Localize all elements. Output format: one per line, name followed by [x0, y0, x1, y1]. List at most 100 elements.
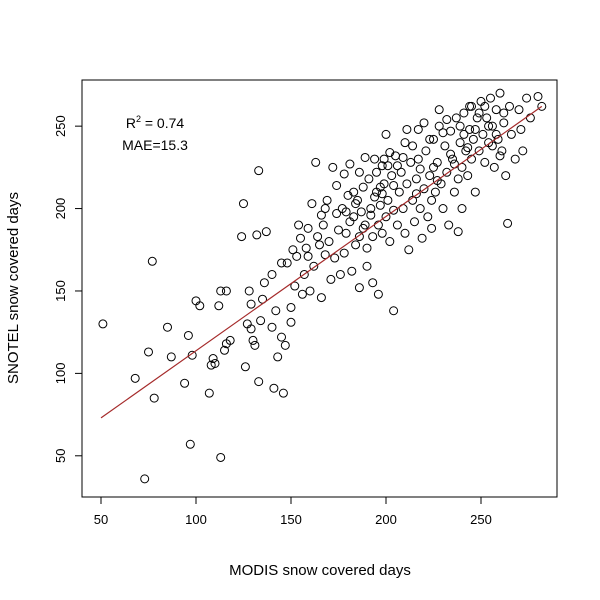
data-point — [252, 230, 262, 240]
data-point — [423, 212, 433, 222]
data-point — [277, 258, 286, 268]
plot-frame — [81, 79, 558, 498]
regression-line — [100, 105, 543, 419]
data-point — [499, 118, 509, 128]
data-point — [370, 192, 380, 202]
data-point — [377, 189, 387, 199]
data-point — [442, 167, 452, 177]
data-point — [478, 129, 488, 139]
data-point — [394, 187, 404, 197]
data-point — [484, 121, 494, 131]
data-point — [459, 108, 469, 118]
data-point — [442, 115, 452, 125]
data-point — [320, 204, 330, 214]
data-point — [400, 228, 410, 238]
data-point — [503, 218, 513, 228]
data-point — [332, 209, 342, 219]
data-point — [144, 347, 153, 357]
data-point — [267, 269, 277, 279]
data-point — [404, 245, 414, 255]
data-points — [98, 88, 547, 484]
data-point — [451, 113, 461, 123]
data-point — [489, 162, 499, 172]
data-point — [166, 352, 176, 362]
data-point — [457, 204, 467, 214]
data-point — [332, 180, 342, 190]
data-point — [366, 204, 376, 214]
data-point — [318, 220, 328, 230]
axes-ticks: 50 100 150 200 250 50 100 150 200 250 — [53, 115, 492, 527]
data-point — [130, 373, 140, 383]
data-point — [334, 225, 343, 235]
y-tick-label: 100 — [53, 363, 68, 385]
data-point — [309, 261, 319, 271]
data-point — [351, 199, 361, 209]
data-point — [470, 187, 480, 197]
data-point — [341, 228, 351, 238]
data-point — [430, 187, 440, 197]
data-point — [465, 124, 475, 134]
data-point — [406, 157, 416, 167]
data-point — [311, 157, 321, 167]
data-point — [301, 243, 311, 253]
data-point — [214, 301, 224, 311]
data-point — [495, 88, 505, 98]
data-point — [417, 233, 427, 243]
data-point — [510, 154, 520, 164]
y-axis-label: SNOTEL snow covered days — [5, 192, 22, 384]
data-point — [518, 146, 528, 156]
data-point — [392, 220, 402, 230]
y-tick-label: 150 — [53, 280, 68, 302]
data-point — [240, 362, 250, 372]
data-point — [427, 195, 437, 205]
data-point — [389, 205, 399, 215]
data-point — [239, 199, 248, 209]
data-point — [373, 289, 383, 299]
data-point — [347, 266, 357, 276]
data-point — [349, 187, 359, 197]
data-point — [163, 322, 172, 332]
data-point — [381, 212, 391, 222]
data-point — [261, 227, 271, 237]
data-point — [221, 286, 231, 296]
data-point — [383, 161, 393, 171]
data-point — [453, 174, 463, 184]
data-point — [286, 317, 296, 327]
data-point — [446, 149, 456, 159]
data-point — [506, 129, 516, 139]
data-point — [377, 161, 387, 171]
data-point — [474, 108, 484, 118]
data-point — [335, 269, 345, 279]
data-point — [440, 141, 450, 151]
data-point — [326, 274, 336, 284]
data-point — [429, 162, 438, 172]
data-point — [278, 388, 288, 398]
data-point — [254, 377, 264, 387]
data-point — [463, 171, 473, 181]
data-point — [449, 187, 459, 197]
data-point — [299, 269, 309, 279]
data-point — [467, 101, 476, 111]
data-point — [345, 159, 355, 169]
data-point — [455, 121, 465, 131]
data-point — [307, 199, 317, 209]
data-point — [216, 286, 226, 296]
data-point — [396, 167, 406, 177]
data-point — [429, 134, 438, 144]
data-point — [415, 164, 425, 174]
x-axis-label: MODIS snow covered days — [229, 562, 411, 579]
data-point — [411, 189, 421, 199]
y-tick-label: 200 — [53, 198, 68, 220]
data-point — [522, 93, 532, 103]
data-point — [237, 232, 247, 242]
data-point — [419, 118, 429, 128]
data-point — [195, 301, 205, 311]
data-point — [354, 283, 364, 293]
data-point — [446, 126, 456, 136]
data-point — [516, 124, 526, 134]
data-point — [288, 245, 298, 255]
data-point — [316, 210, 326, 220]
data-point — [410, 217, 419, 227]
data-point — [470, 124, 480, 134]
